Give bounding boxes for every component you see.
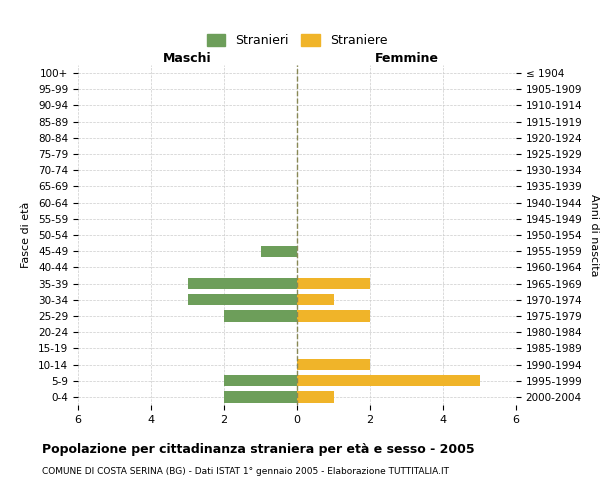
Legend: Stranieri, Straniere: Stranieri, Straniere [203, 30, 391, 51]
Bar [260, 246, 297, 257]
Text: COMUNE DI COSTA SERINA (BG) - Dati ISTAT 1° gennaio 2005 - Elaborazione TUTTITAL: COMUNE DI COSTA SERINA (BG) - Dati ISTAT… [42, 468, 449, 476]
Bar [297, 278, 370, 289]
Bar [187, 278, 297, 289]
Text: Maschi: Maschi [163, 52, 212, 65]
Text: Popolazione per cittadinanza straniera per età e sesso - 2005: Popolazione per cittadinanza straniera p… [42, 442, 475, 456]
Bar [187, 294, 297, 306]
Bar [297, 375, 479, 386]
Bar [224, 375, 297, 386]
Bar [297, 310, 370, 322]
Bar [297, 359, 370, 370]
Y-axis label: Fasce di età: Fasce di età [21, 202, 31, 268]
Bar [224, 391, 297, 402]
Bar [224, 310, 297, 322]
Bar [297, 391, 334, 402]
Text: Femmine: Femmine [374, 52, 439, 65]
Y-axis label: Anni di nascita: Anni di nascita [589, 194, 599, 276]
Bar [297, 294, 334, 306]
